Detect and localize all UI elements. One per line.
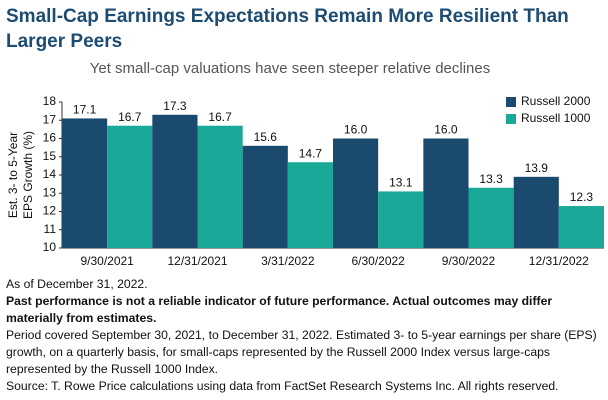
bar <box>423 138 469 248</box>
value-label: 17.1 <box>73 103 97 117</box>
value-label: 13.9 <box>525 161 549 175</box>
chart-title: Small-Cap Earnings Expectations Remain M… <box>6 6 569 52</box>
bar <box>107 125 153 248</box>
legend-label: Russell 1000 <box>521 111 591 125</box>
bar <box>468 187 514 248</box>
legend-swatch <box>506 114 516 124</box>
x-tick-label: 12/31/2021 <box>167 254 227 268</box>
bar <box>378 191 424 248</box>
bar <box>62 118 108 248</box>
note: Past performance is not a reliable indic… <box>6 294 553 325</box>
note: Source: T. Rowe Price calculations using… <box>6 379 559 393</box>
bar <box>242 145 288 248</box>
value-label: 16.0 <box>344 123 368 137</box>
bar <box>333 138 379 248</box>
value-label: 14.7 <box>299 146 323 160</box>
value-label: 17.3 <box>163 99 187 113</box>
y-tick-label: 12 <box>43 204 57 218</box>
chart-subtitle: Yet small-cap valuations have seen steep… <box>89 60 491 77</box>
note: As of December 31, 2022. <box>6 277 148 291</box>
x-tick-label: 3/31/2022 <box>261 254 315 268</box>
y-tick-label: 16 <box>43 131 57 145</box>
x-tick-label: 9/30/2022 <box>442 254 496 268</box>
x-tick-label: 9/30/2021 <box>80 254 134 268</box>
bar <box>287 162 333 248</box>
y-axis-label: Est. 3- to 5-Year <box>6 132 20 218</box>
y-tick-label: 13 <box>43 185 57 199</box>
bar <box>197 125 243 248</box>
y-tick-label: 17 <box>43 112 57 126</box>
x-tick-label: 6/30/2022 <box>351 254 405 268</box>
bar <box>152 114 198 249</box>
y-tick-label: 10 <box>43 240 57 254</box>
value-label: 15.6 <box>254 130 278 144</box>
y-axis-label: EPS Growth (%) <box>21 131 35 219</box>
value-label: 13.3 <box>479 172 503 186</box>
y-tick-label: 11 <box>44 222 57 236</box>
note: Period covered September 30, 2021, to De… <box>6 328 597 376</box>
x-tick-label: 12/31/2022 <box>529 254 589 268</box>
legend-swatch <box>506 97 516 107</box>
bar <box>513 176 559 248</box>
value-label: 12.3 <box>570 190 594 204</box>
value-label: 16.7 <box>208 110 232 124</box>
bar <box>558 206 604 248</box>
footnotes: As of December 31, 2022. Past performanc… <box>6 276 602 395</box>
y-tick-label: 18 <box>43 94 57 108</box>
value-label: 16.0 <box>434 123 458 137</box>
legend-label: Russell 2000 <box>521 94 591 108</box>
value-label: 16.7 <box>118 110 142 124</box>
y-tick-label: 14 <box>43 167 57 181</box>
y-tick-label: 15 <box>43 149 57 163</box>
value-label: 13.1 <box>389 176 413 190</box>
